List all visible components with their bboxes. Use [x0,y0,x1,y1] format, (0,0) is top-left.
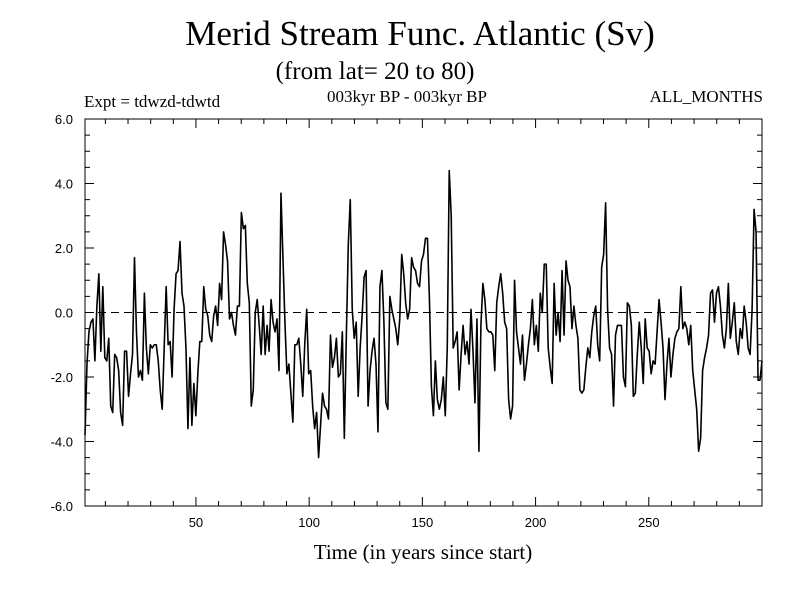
x-tick-label: 200 [525,515,547,530]
y-tick-label: -6.0 [51,499,73,514]
y-tick-label: -4.0 [51,435,73,450]
series-line [84,169,763,459]
x-tick-label: 100 [298,515,320,530]
x-axis-title: Time (in years since start) [313,540,533,564]
experiment-label: Expt = tdwzd-tdwtd [84,92,221,111]
months-label: ALL_MONTHS [649,87,763,106]
chart-title: Merid Stream Func. Atlantic (Sv) [185,14,655,53]
period-label: 003kyr BP - 003kyr BP [327,87,487,106]
x-tick-label: 150 [412,515,434,530]
y-tick-label: -2.0 [51,370,73,385]
x-tick-label: 250 [638,515,660,530]
x-tick-label: 50 [189,515,203,530]
y-tick-label: 4.0 [55,177,73,192]
plot-frame [84,118,763,507]
chart-subtitle: (from lat= 20 to 80) [275,58,475,85]
y-tick-label: 0.0 [55,306,73,321]
y-tick-label: 6.0 [55,112,73,127]
tick-labels: -6.0 -4.0 -2.0 0.0 2.0 4.0 6.0 50 100 150 200 250 [51,112,660,530]
y-tick-label: 2.0 [55,241,73,256]
